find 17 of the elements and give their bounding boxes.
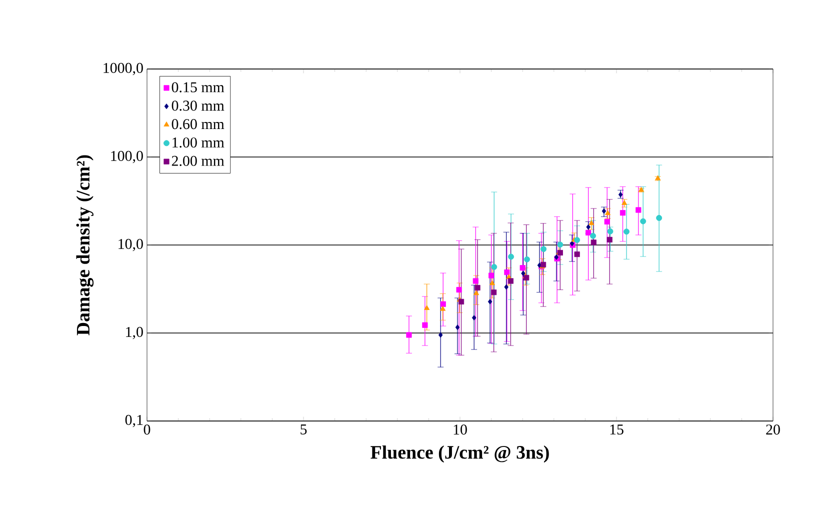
x-tick-label: 5 bbox=[300, 424, 307, 434]
y-tick-label: 100,0 bbox=[111, 150, 143, 164]
x-tick-label: 10 bbox=[454, 424, 467, 435]
legend-label: 0.60 mm bbox=[172, 119, 224, 130]
legend-label: 2.00 mm bbox=[172, 156, 224, 166]
x-tick-label: 0 bbox=[144, 424, 150, 435]
y-tick-label: 0,1 bbox=[125, 414, 143, 428]
x-axis-title: Fluence (J/cm² @ 3ns) bbox=[370, 445, 549, 463]
legend-label: 1.00 mm bbox=[172, 137, 224, 148]
y-tick-label: 1,0 bbox=[126, 326, 143, 340]
x-tick-label: 15 bbox=[610, 424, 624, 435]
x-tick-label: 20 bbox=[766, 424, 780, 435]
legend-label: 0.30 mm bbox=[172, 100, 224, 111]
legend-label: 0.15 mm bbox=[172, 82, 224, 92]
y-tick-label: 10,0 bbox=[118, 238, 143, 252]
y-axis-title: Damage density (/cm²) bbox=[76, 155, 94, 336]
y-tick-label: 1000,0 bbox=[104, 62, 143, 76]
